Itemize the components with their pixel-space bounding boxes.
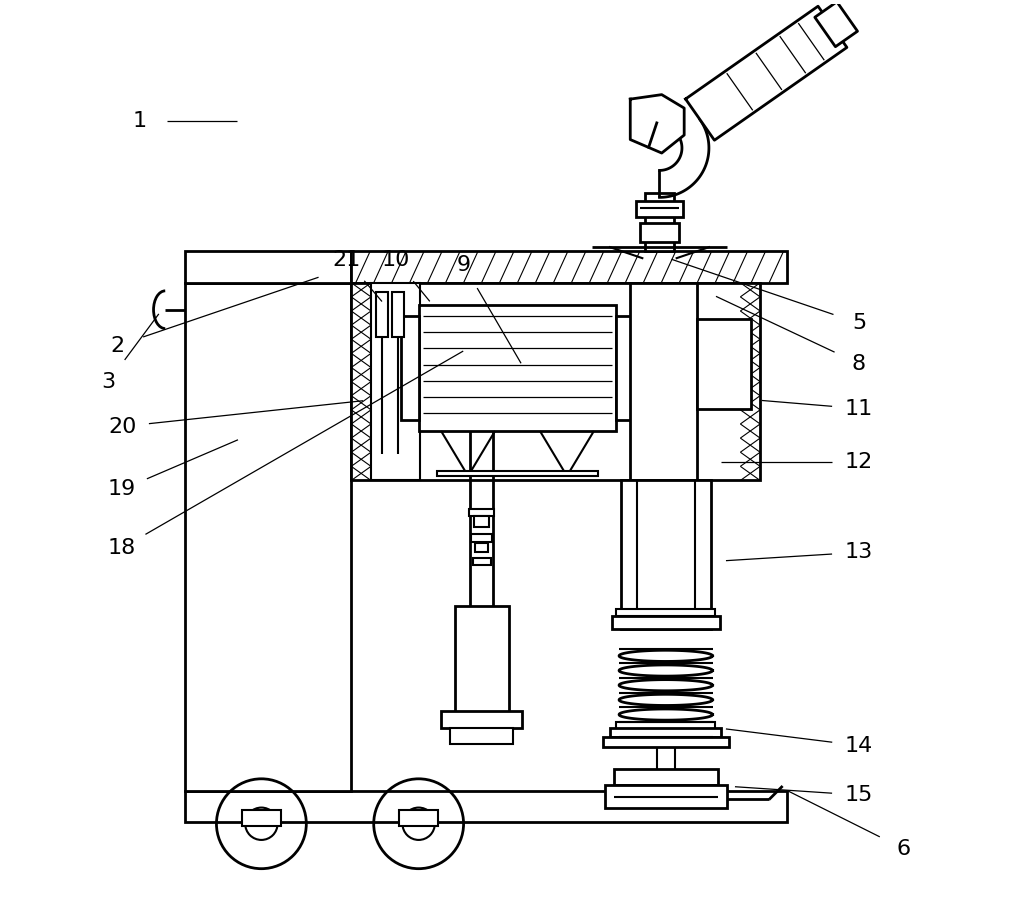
Bar [617, 722, 715, 729]
Bar [401, 316, 418, 420]
Polygon shape [630, 94, 684, 153]
Text: 2: 2 [111, 336, 124, 356]
Text: 8: 8 [852, 354, 866, 374]
Bar [475, 543, 487, 552]
Bar [391, 292, 405, 336]
Bar [645, 193, 674, 251]
Text: 15: 15 [845, 785, 874, 805]
Bar [637, 201, 683, 217]
Bar [617, 609, 715, 616]
Bar [640, 222, 679, 242]
Text: 9: 9 [456, 255, 471, 275]
Bar [241, 810, 282, 826]
Text: 12: 12 [845, 453, 874, 473]
Text: 3: 3 [101, 372, 116, 392]
Bar [185, 283, 351, 791]
Bar [621, 481, 711, 629]
Bar [351, 251, 787, 283]
Bar [630, 283, 698, 481]
Bar [450, 727, 513, 744]
Bar [454, 606, 508, 714]
Bar [617, 316, 634, 420]
Polygon shape [685, 6, 847, 141]
Text: 6: 6 [897, 839, 911, 859]
Bar [437, 471, 598, 476]
Bar [614, 769, 718, 785]
Bar [698, 318, 751, 408]
Bar [418, 306, 617, 431]
Bar [602, 736, 729, 747]
Bar [185, 251, 351, 283]
Bar [376, 292, 388, 336]
Bar [351, 283, 760, 481]
Text: 5: 5 [852, 313, 866, 333]
Polygon shape [815, 2, 858, 46]
Bar [371, 283, 420, 481]
Bar [610, 727, 721, 736]
Bar [398, 810, 439, 826]
Bar [473, 558, 491, 565]
Bar [471, 534, 493, 541]
Bar [469, 509, 494, 516]
Text: 13: 13 [845, 542, 874, 562]
Bar [474, 516, 489, 527]
Text: 19: 19 [108, 480, 137, 500]
Bar [185, 791, 787, 822]
Text: 18: 18 [108, 538, 137, 558]
Text: 14: 14 [845, 736, 874, 756]
Text: 1: 1 [132, 111, 147, 131]
Bar [612, 616, 719, 629]
Text: 20: 20 [108, 416, 137, 436]
Bar [604, 785, 727, 808]
Bar [441, 711, 522, 727]
Text: 21: 21 [332, 250, 361, 270]
Text: 10: 10 [382, 250, 410, 270]
Text: 11: 11 [845, 398, 874, 418]
